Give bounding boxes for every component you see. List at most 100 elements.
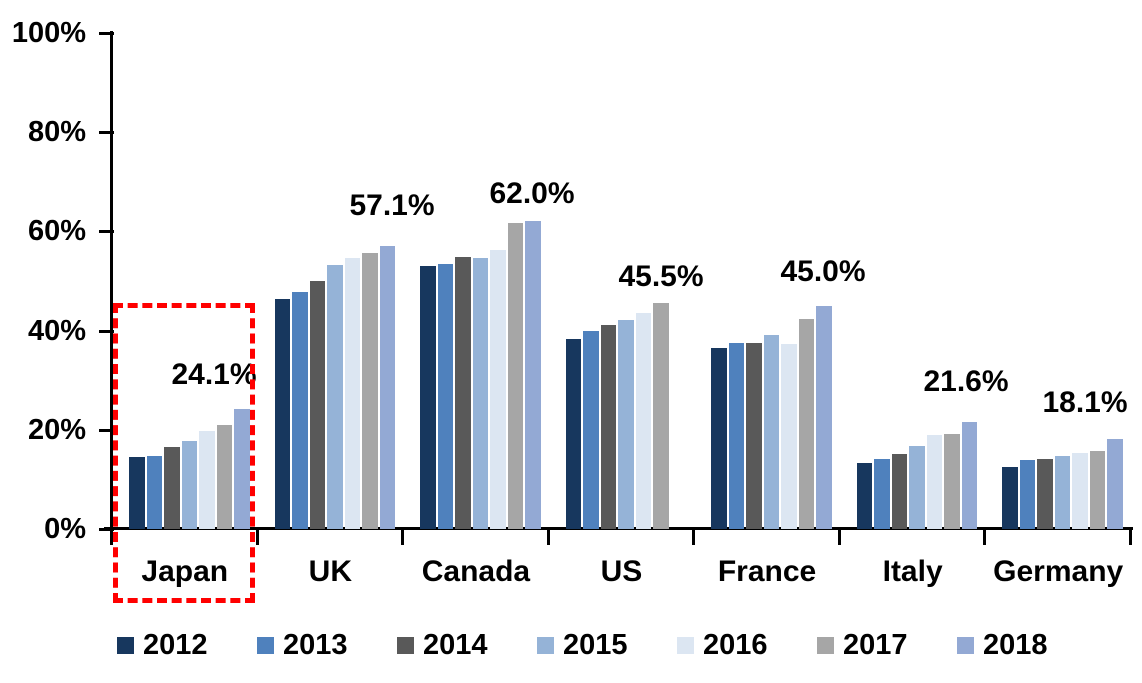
legend-label-2016: 2016 [703, 628, 768, 661]
x-axis-tick [110, 528, 113, 545]
legend-item-2015: 2015 [537, 630, 628, 660]
x-axis-tick [1128, 528, 1132, 545]
x-axis-label-us: US [600, 555, 643, 588]
bar-germany-2014 [1037, 458, 1053, 529]
bar-france-2012 [711, 347, 727, 529]
legend-item-2012: 2012 [117, 630, 208, 660]
bar-france-2018 [816, 305, 832, 529]
legend-label-2018: 2018 [983, 628, 1048, 661]
bar-italy-2017 [944, 434, 960, 529]
legend-label-2012: 2012 [143, 628, 208, 661]
bar-japan-2015 [181, 440, 197, 529]
bar-uk-2015 [327, 265, 343, 529]
x-axis-tick [546, 528, 550, 545]
x-axis-label-france: France [717, 555, 817, 588]
bar-japan-2014 [164, 447, 180, 529]
legend-swatch-2017 [817, 636, 834, 654]
y-axis-line [110, 31, 113, 531]
y-axis-tick [99, 428, 114, 432]
legend-label-2017: 2017 [843, 628, 908, 661]
x-axis-tick [692, 528, 696, 545]
x-axis-label-germany: Germany [993, 555, 1124, 588]
bar-italy-2014 [891, 453, 908, 529]
bar-japan-2017 [216, 424, 232, 529]
bar-germany-2015 [1054, 456, 1071, 529]
bar-italy-2015 [909, 445, 925, 529]
y-axis-tick-label: 60% [27, 215, 86, 248]
bar-japan-2013 [146, 455, 162, 529]
bar-italy-2018 [961, 421, 978, 529]
bar-uk-2012 [274, 299, 291, 529]
legend-swatch-2013 [257, 636, 274, 654]
x-axis-tick [255, 528, 259, 545]
bar-canada-2013 [437, 264, 454, 529]
bar-us-2014 [600, 325, 617, 529]
bar-us-2015 [618, 320, 634, 529]
bar-italy-2012 [856, 463, 873, 529]
y-axis-tick-label: 40% [27, 314, 86, 347]
bar-uk-2018 [379, 245, 396, 529]
bar-us-2017 [653, 303, 669, 529]
y-axis-tick-label: 20% [27, 413, 86, 446]
y-axis-tick-label: 0% [44, 513, 86, 545]
y-axis-tick [99, 131, 114, 135]
y-axis-tick [99, 32, 114, 35]
bar-japan-2016 [199, 430, 215, 529]
legend-swatch-2012 [117, 636, 134, 654]
bar-italy-2016 [926, 434, 943, 529]
bar-canada-2014 [455, 257, 471, 529]
bar-germany-2017 [1089, 450, 1106, 529]
legend-item-2014: 2014 [397, 630, 488, 660]
bar-canada-2016 [490, 250, 506, 529]
bar-germany-2016 [1072, 452, 1088, 529]
legend-label-2013: 2013 [283, 628, 348, 661]
bar-france-2013 [728, 342, 745, 529]
bar-france-2014 [746, 343, 762, 529]
bar-uk-2016 [344, 257, 361, 529]
x-axis-label-japan: Japan [141, 555, 229, 588]
legend-item-2016: 2016 [677, 630, 768, 660]
y-axis-tick-label: 100% [11, 17, 86, 49]
value-label-us: 45.5% [618, 260, 704, 293]
bar-canada-2017 [507, 222, 524, 529]
bar-japan-2018 [234, 409, 250, 529]
bar-germany-2018 [1107, 439, 1123, 529]
y-axis-tick [99, 329, 114, 333]
value-label-canada: 62.0% [489, 177, 575, 210]
bar-us-2013 [583, 330, 599, 529]
legend-item-2017: 2017 [817, 630, 908, 660]
value-label-uk: 57.1% [349, 189, 435, 222]
bar-germany-2013 [1019, 460, 1036, 529]
legend-swatch-2018 [957, 636, 974, 654]
x-axis-tick [983, 528, 987, 545]
bar-us-2012 [565, 339, 582, 529]
bar-germany-2012 [1002, 467, 1018, 529]
bar-japan-2012 [129, 456, 145, 529]
x-axis-label-uk: UK [308, 555, 353, 588]
bar-uk-2013 [292, 291, 308, 529]
value-label-japan: 24.1% [171, 358, 257, 391]
legend-swatch-2015 [537, 636, 554, 654]
bar-canada-2015 [472, 258, 489, 529]
bar-us-2016 [635, 312, 652, 529]
value-label-germany: 18.1% [1042, 386, 1128, 419]
value-label-italy: 21.6% [923, 365, 1009, 398]
x-axis-label-italy: Italy [882, 555, 943, 588]
legend-swatch-2016 [677, 636, 694, 654]
value-label-france: 45.0% [780, 255, 866, 288]
bar-canada-2018 [525, 221, 541, 529]
legend-swatch-2014 [397, 636, 414, 654]
bar-canada-2012 [420, 266, 436, 529]
legend-label-2014: 2014 [423, 628, 488, 661]
y-axis-tick [99, 230, 114, 234]
y-axis-tick-label: 80% [27, 116, 86, 149]
bar-france-2017 [798, 319, 815, 529]
legend-label-2015: 2015 [563, 628, 628, 661]
legend-item-2018: 2018 [957, 630, 1048, 660]
x-axis-label-canada: Canada [421, 555, 531, 588]
bar-france-2015 [763, 334, 780, 529]
bar-france-2016 [781, 343, 797, 529]
japan-highlight-dashed-box [113, 303, 255, 603]
bar-uk-2017 [362, 252, 378, 529]
